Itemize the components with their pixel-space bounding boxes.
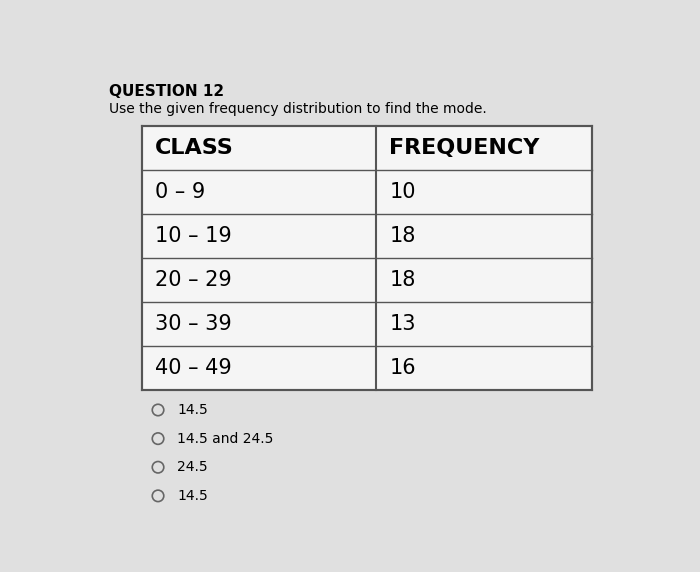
Text: 10 – 19: 10 – 19 [155, 226, 232, 246]
Text: 0 – 9: 0 – 9 [155, 182, 206, 202]
Text: FREQUENCY: FREQUENCY [389, 138, 540, 158]
Text: 10: 10 [389, 182, 416, 202]
Text: QUESTION 12: QUESTION 12 [109, 84, 224, 99]
Text: 40 – 49: 40 – 49 [155, 358, 232, 378]
Text: 18: 18 [389, 226, 416, 246]
Text: 16: 16 [389, 358, 416, 378]
Text: 14.5: 14.5 [177, 403, 208, 417]
Text: 30 – 39: 30 – 39 [155, 314, 232, 334]
Text: 20 – 29: 20 – 29 [155, 270, 232, 290]
Text: 14.5 and 24.5: 14.5 and 24.5 [177, 432, 274, 446]
Text: Use the given frequency distribution to find the mode.: Use the given frequency distribution to … [109, 102, 487, 116]
Text: CLASS: CLASS [155, 138, 234, 158]
Text: 24.5: 24.5 [177, 460, 208, 474]
Text: 13: 13 [389, 314, 416, 334]
Text: 14.5: 14.5 [177, 489, 208, 503]
FancyBboxPatch shape [141, 126, 592, 390]
Text: 18: 18 [389, 270, 416, 290]
